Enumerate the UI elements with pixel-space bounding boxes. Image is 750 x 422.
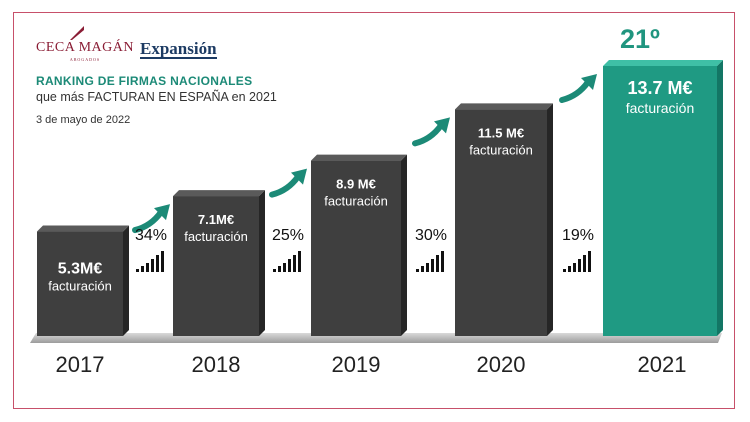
bar-side-2021: [717, 60, 723, 336]
bar-caption-label: facturación: [184, 229, 248, 244]
bar-side-2017: [123, 225, 129, 336]
bar-side-2019: [401, 154, 407, 336]
rank-number: 21º: [620, 24, 660, 54]
signal-bar-icon: [298, 251, 301, 272]
signal-bar-icon: [141, 266, 144, 272]
chart-title: RANKING DE FIRMAS NACIONALES: [36, 74, 253, 88]
signal-bar-icon: [416, 269, 419, 272]
signal-bar-icon: [426, 263, 429, 272]
bar-top-2021: [603, 60, 723, 66]
year-label: 2017: [56, 352, 105, 377]
growth-arrow-icon: [412, 122, 444, 147]
signal-bar-icon: [568, 266, 571, 272]
bar-side-2020: [547, 103, 553, 336]
signal-bar-icon: [278, 266, 281, 272]
year-label: 2019: [332, 352, 381, 377]
bar-side-2018: [259, 190, 265, 336]
growth-arrow-icon: [132, 209, 164, 234]
signal-bar-icon: [573, 263, 576, 272]
growth-percent-label: 25%: [272, 227, 304, 244]
bar-value-label: 5.3M€: [58, 261, 103, 278]
bar-2018: [173, 196, 259, 336]
signal-bar-icon: [421, 266, 424, 272]
chart-frame: [13, 12, 735, 409]
signal-bar-icon: [293, 255, 296, 272]
ceca-magan-logo: CECA MAGÁN ABOGADOS: [36, 40, 134, 62]
growth-arrow-icon: [269, 173, 301, 198]
signal-bar-icon: [288, 259, 291, 272]
bar-value-label: 13.7 M€: [627, 78, 692, 98]
bar-2019: [311, 160, 401, 336]
signal-bar-icon: [161, 251, 164, 272]
year-label: 2020: [477, 352, 526, 377]
bar-top-2020: [455, 103, 553, 110]
bar-top-2019: [311, 154, 407, 161]
signal-bar-icon: [273, 269, 276, 272]
signal-bar-icon: [441, 251, 444, 272]
bar-top-2018: [173, 190, 265, 197]
growth-percent-label: 30%: [415, 227, 447, 244]
bar-value-label: 7.1M€: [198, 212, 234, 227]
growth-arrowhead-icon: [434, 117, 450, 134]
bar-caption-label: facturación: [48, 279, 112, 294]
bar-caption-label: facturación: [469, 142, 533, 157]
growth-arrowhead-icon: [154, 204, 170, 221]
growth-arrow-icon: [559, 79, 591, 103]
bar-2020: [455, 109, 547, 336]
growth-percent-label: 34%: [135, 227, 167, 244]
signal-bar-icon: [156, 255, 159, 272]
signal-bar-icon: [588, 251, 591, 272]
pen-logo-icon: [70, 26, 84, 40]
signal-bar-icon: [583, 255, 586, 272]
bar-2021: [603, 66, 717, 336]
signal-bar-icon: [578, 259, 581, 272]
bar-caption-label: facturación: [324, 194, 388, 209]
growth-arrowhead-icon: [291, 168, 307, 185]
bar-2017: [37, 231, 123, 336]
publication-date: 3 de mayo de 2022: [36, 114, 131, 126]
growth-percent-label: 19%: [562, 227, 594, 244]
growth-arrowhead-icon: [581, 74, 597, 90]
year-label: 2018: [192, 352, 241, 377]
signal-bar-icon: [563, 269, 566, 272]
year-label: 2021: [638, 352, 687, 377]
signal-bar-icon: [136, 269, 139, 272]
signal-bar-icon: [283, 263, 286, 272]
bar-value-label: 8.9 M€: [336, 177, 376, 192]
bar-value-label: 11.5 M€: [478, 125, 524, 140]
bar-top-2017: [37, 225, 129, 232]
signal-bar-icon: [146, 263, 149, 272]
signal-bar-icon: [436, 255, 439, 272]
signal-bar-icon: [151, 259, 154, 272]
bar-caption-label: facturación: [626, 100, 694, 116]
chart-subtitle: que más FACTURAN EN ESPAÑA en 2021: [36, 90, 277, 104]
expansion-logo: Expansión: [140, 39, 217, 59]
signal-bar-icon: [431, 259, 434, 272]
